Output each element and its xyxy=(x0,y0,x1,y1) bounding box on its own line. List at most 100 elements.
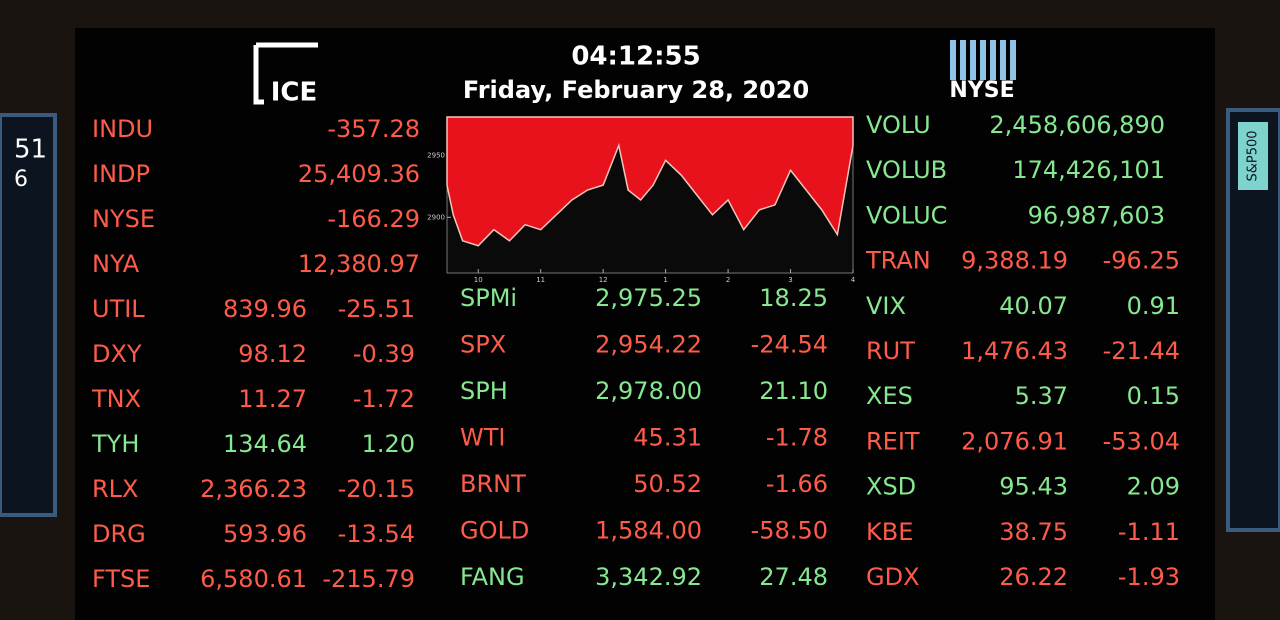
symbol: FANG xyxy=(460,563,525,591)
symbol: SPMi xyxy=(460,284,517,312)
value: 9,388.19 xyxy=(961,247,1068,275)
symbol: TNX xyxy=(91,385,141,413)
symbol: KBE xyxy=(866,518,913,546)
value: 6,580.61 xyxy=(200,565,307,593)
symbol: DXY xyxy=(92,340,142,368)
change: 21.10 xyxy=(759,377,828,405)
value: 2,954.22 xyxy=(595,331,702,359)
value: 1,476.43 xyxy=(961,337,1068,365)
value: 2,458,606,890 xyxy=(989,111,1165,139)
change: 0.91 xyxy=(1127,292,1180,320)
symbol: FTSE xyxy=(92,565,150,593)
change: -21.44 xyxy=(1103,337,1180,365)
symbol: TRAN xyxy=(865,247,931,275)
symbol: XES xyxy=(866,382,913,410)
value: 5.37 xyxy=(1015,382,1068,410)
change: -1.78 xyxy=(766,424,828,452)
value: -357.28 xyxy=(327,115,420,143)
change: -25.51 xyxy=(338,295,415,323)
price-area xyxy=(446,116,854,247)
symbol: RUT xyxy=(866,337,915,365)
value: 25,409.36 xyxy=(298,160,420,188)
value: 3,342.92 xyxy=(595,563,702,591)
change: -96.25 xyxy=(1103,247,1180,275)
symbol: XSD xyxy=(866,473,916,501)
y-tick-label: 2900 xyxy=(427,213,445,221)
side-text: S&P500 xyxy=(1246,130,1261,181)
side-panel-left xyxy=(0,113,57,517)
value: 96,987,603 xyxy=(1028,201,1165,229)
value: 98.12 xyxy=(238,340,307,368)
change: 2.09 xyxy=(1127,473,1180,501)
change: -1.11 xyxy=(1118,518,1180,546)
x-tick-label: 12 xyxy=(599,276,608,284)
sp-badge xyxy=(1238,122,1268,190)
symbol: REIT xyxy=(866,427,920,455)
symbol: DRG xyxy=(92,520,146,548)
value: 2,076.91 xyxy=(961,427,1068,455)
symbol: SPX xyxy=(460,331,506,359)
symbol: SPH xyxy=(460,377,508,405)
change: -215.79 xyxy=(322,565,415,593)
value: 12,380.97 xyxy=(298,250,420,278)
symbol: GOLD xyxy=(460,517,529,545)
change: 27.48 xyxy=(759,563,828,591)
symbol: VOLUB xyxy=(866,156,947,184)
side-text: 51 xyxy=(14,135,47,165)
x-tick-label: 10 xyxy=(474,276,483,284)
side-text: 6 xyxy=(14,167,28,192)
change: -20.15 xyxy=(338,475,415,503)
symbol: VOLU xyxy=(866,111,931,139)
value: 26.22 xyxy=(999,563,1068,591)
symbol: GDX xyxy=(866,563,920,591)
value: 11.27 xyxy=(238,385,307,413)
symbol: BRNT xyxy=(460,470,526,498)
symbol: NYSE xyxy=(92,205,155,233)
value: 50.52 xyxy=(633,470,702,498)
change: 1.20 xyxy=(362,430,415,458)
value: 2,366.23 xyxy=(200,475,307,503)
change: 18.25 xyxy=(759,284,828,312)
x-tick-label: 11 xyxy=(536,276,545,284)
change: -1.66 xyxy=(766,470,828,498)
change: -53.04 xyxy=(1103,427,1180,455)
value: -166.29 xyxy=(327,205,420,233)
symbol: WTI xyxy=(460,424,505,452)
ice-logo: ICE xyxy=(271,78,318,108)
change: 0.15 xyxy=(1127,382,1180,410)
symbol: VIX xyxy=(866,292,906,320)
change: -24.54 xyxy=(751,331,828,359)
change: -58.50 xyxy=(751,517,828,545)
symbol: INDU xyxy=(92,115,153,143)
y-tick-label: 2950 xyxy=(427,151,445,159)
symbol: INDP xyxy=(92,160,150,188)
x-tick-label: 2 xyxy=(726,276,730,284)
value: 2,978.00 xyxy=(595,377,702,405)
symbol: VOLUC xyxy=(866,201,947,229)
nyse-logo-mark xyxy=(950,40,1016,80)
change: -1.72 xyxy=(353,385,415,413)
value: 174,426,101 xyxy=(1012,156,1165,184)
x-tick-label: 1 xyxy=(663,276,667,284)
change: -0.39 xyxy=(353,340,415,368)
value: 2,975.25 xyxy=(595,284,702,312)
symbol: RLX xyxy=(92,475,139,503)
value: 134.64 xyxy=(223,430,307,458)
date: Friday, February 28, 2020 xyxy=(463,76,809,104)
value: 593.96 xyxy=(223,520,307,548)
value: 38.75 xyxy=(999,518,1068,546)
ice-logo-mark xyxy=(253,42,318,105)
symbol: TYH xyxy=(91,430,139,458)
change: -1.93 xyxy=(1118,563,1180,591)
value: 45.31 xyxy=(633,424,702,452)
nyse-logo: NYSE xyxy=(949,78,1014,103)
value: 839.96 xyxy=(223,295,307,323)
x-tick-label: 3 xyxy=(788,276,792,284)
symbol: UTIL xyxy=(92,295,145,323)
value: 40.07 xyxy=(999,292,1068,320)
symbol: NYA xyxy=(92,250,140,278)
change: -13.54 xyxy=(338,520,415,548)
value: 95.43 xyxy=(999,473,1068,501)
value: 1,584.00 xyxy=(595,517,702,545)
